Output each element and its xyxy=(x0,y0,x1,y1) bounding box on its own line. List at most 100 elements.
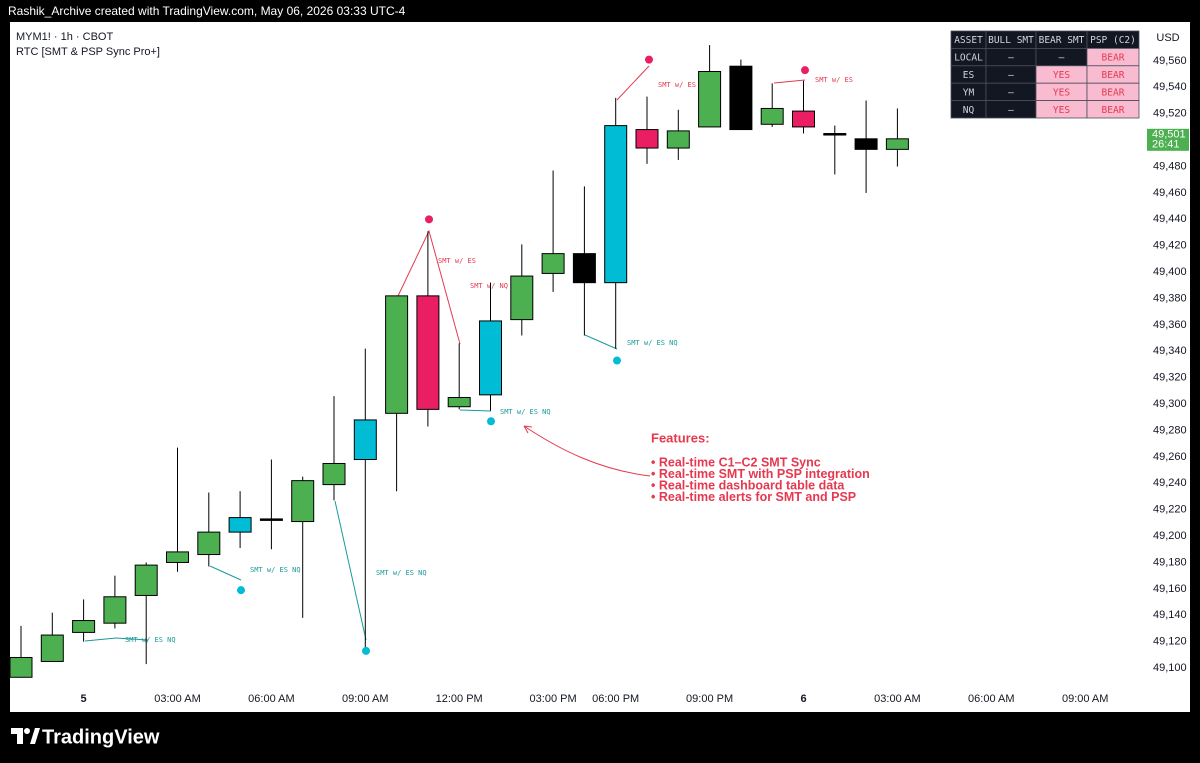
y-tick-label: 49,320 xyxy=(1153,372,1187,384)
y-tick-label: 49,340 xyxy=(1153,345,1187,357)
candle-body xyxy=(792,110,815,128)
smt-label: SMT w/ NQ xyxy=(470,282,508,290)
table-value: YES xyxy=(1053,87,1070,98)
smt-line xyxy=(397,229,461,345)
chart-title: MYM1! · 1h · CBOT xyxy=(16,31,113,43)
table-value: YES xyxy=(1053,70,1070,81)
y-tick-label: 49,560 xyxy=(1153,55,1187,67)
currency: USD xyxy=(1156,32,1179,44)
table-value: YM xyxy=(963,87,975,98)
x-tick-label: 03:00 PM xyxy=(530,693,577,705)
table-value: – xyxy=(1059,53,1065,64)
table-value: BEAR xyxy=(1102,53,1125,64)
annotation-arrow xyxy=(523,425,651,477)
candle-body xyxy=(635,129,659,149)
x-tick-label: 03:00 AM xyxy=(874,693,920,705)
smt-label: SMT w/ ES xyxy=(815,76,853,84)
smt-line xyxy=(209,565,242,581)
features-title: Features: xyxy=(651,430,710,445)
table-value: LOCAL xyxy=(954,53,983,64)
smt-label: SMT w/ ES NQ xyxy=(658,81,709,89)
table-value: – xyxy=(1008,53,1014,64)
smt-line xyxy=(773,79,806,84)
y-tick-label: 49,280 xyxy=(1153,424,1187,436)
candle-body xyxy=(541,253,565,274)
y-tick-label: 49,420 xyxy=(1153,240,1187,252)
signal-dot xyxy=(613,356,621,365)
table-header: ASSET xyxy=(954,35,983,46)
candle-body xyxy=(166,551,189,563)
signal-dot xyxy=(801,66,809,75)
table-value: – xyxy=(1008,87,1014,98)
table-header: PSP (C2) xyxy=(1090,35,1136,46)
candle-body xyxy=(510,275,534,321)
candle-body xyxy=(729,65,753,131)
table-value: BEAR xyxy=(1102,105,1125,116)
smt-label: SMT w/ ES NQ xyxy=(125,636,176,644)
x-tick-label: 09:00 AM xyxy=(342,693,388,705)
last-price: 49,501 xyxy=(1152,129,1186,141)
y-tick-label: 49,360 xyxy=(1153,319,1187,331)
table-cell xyxy=(1086,100,1140,119)
table-value: BEAR xyxy=(1102,87,1125,98)
candle-body xyxy=(760,107,784,125)
x-tick-label: 12:00 PM xyxy=(436,693,483,705)
y-tick-label: 49,460 xyxy=(1153,187,1187,199)
table-value: – xyxy=(1008,105,1014,116)
signal-dot xyxy=(487,417,495,426)
candle-body xyxy=(604,125,628,284)
candle-body xyxy=(40,634,64,662)
x-tick-label: 09:00 AM xyxy=(1062,693,1108,705)
table-value: ES xyxy=(963,70,975,81)
candle-body xyxy=(385,295,409,414)
signal-dot xyxy=(362,646,370,655)
candle-body xyxy=(72,620,96,633)
y-tick-label: 49,540 xyxy=(1153,81,1187,93)
countdown: 26:41 xyxy=(1152,139,1180,151)
candle-body xyxy=(353,419,377,461)
y-tick-label: 49,120 xyxy=(1153,636,1187,648)
candle-body xyxy=(854,138,878,150)
y-tick-label: 49,520 xyxy=(1153,108,1187,120)
table-value: NQ xyxy=(963,105,975,116)
last-price-box xyxy=(1147,128,1189,151)
smt-label: SMT w/ ES NQ xyxy=(627,339,678,347)
y-tick-label: 49,200 xyxy=(1153,530,1187,542)
table-header: BEAR SMT xyxy=(1039,35,1085,46)
y-tick-label: 49,180 xyxy=(1153,556,1187,568)
table-value: – xyxy=(1008,70,1014,81)
candle-body xyxy=(447,396,471,408)
header-text: Rashik_Archive created with TradingView.… xyxy=(8,4,406,18)
smt-label: SMT w/ ES NQ xyxy=(250,566,301,574)
candle-body xyxy=(479,320,502,396)
smt-line xyxy=(84,637,149,642)
y-tick-label: 49,480 xyxy=(1153,160,1187,172)
feature-item: • Real-time alerts for SMT and PSP xyxy=(651,490,856,504)
smt-line xyxy=(459,409,492,412)
y-tick-label: 49,260 xyxy=(1153,451,1187,463)
candle-body xyxy=(698,70,722,128)
signal-dot xyxy=(237,586,245,595)
y-tick-label: 49,220 xyxy=(1153,504,1187,516)
feature-item: • Real-time dashboard table data xyxy=(651,478,845,492)
feature-item: • Real-time SMT with PSP integration xyxy=(651,467,870,481)
x-tick-label: 5 xyxy=(81,693,87,705)
y-tick-label: 49,140 xyxy=(1153,609,1187,621)
smt-label: SMT w/ ES NQ xyxy=(500,408,551,416)
feature-item: • Real-time C1–C2 SMT Sync xyxy=(651,455,821,469)
y-tick-label: 49,100 xyxy=(1153,662,1187,674)
x-tick-label: 06:00 AM xyxy=(968,693,1014,705)
x-tick-label: 09:00 PM xyxy=(686,693,733,705)
x-tick-label: 06:00 PM xyxy=(592,693,639,705)
indicator-name: RTC [SMT & PSP Sync Pro+] xyxy=(16,46,160,58)
smt-label: SMT w/ ES xyxy=(438,257,476,265)
candle-body xyxy=(291,480,315,523)
smt-line xyxy=(584,334,618,350)
table-header: BULL SMT xyxy=(988,35,1034,46)
candle-body xyxy=(416,295,440,410)
y-tick-label: 49,380 xyxy=(1153,292,1187,304)
x-tick-label: 03:00 AM xyxy=(154,693,200,705)
table-value: YES xyxy=(1053,105,1070,116)
y-tick-label: 49,300 xyxy=(1153,398,1187,410)
